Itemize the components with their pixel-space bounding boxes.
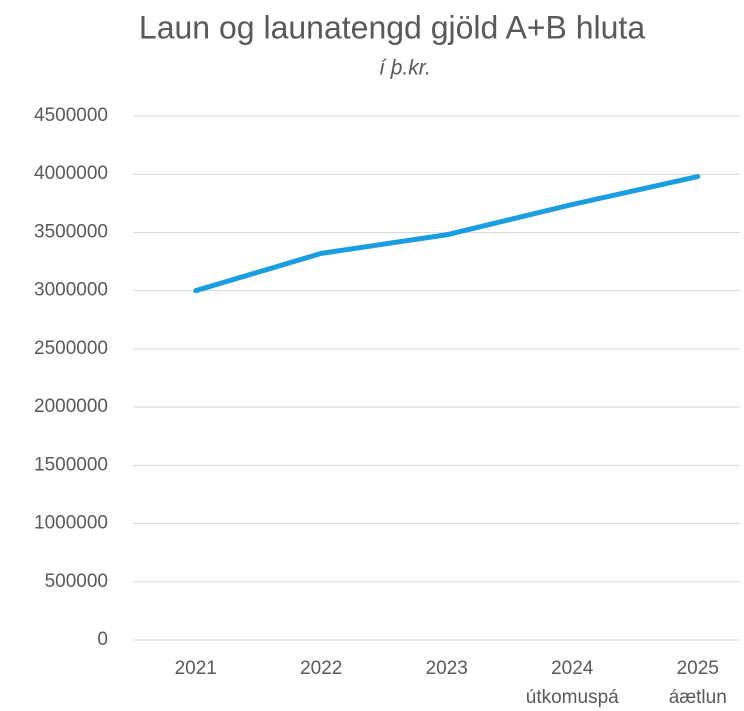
chart-title: Laun og launatengd gjöld A+B hluta [139,9,645,45]
chart-subtitle: í þ.kr. [379,57,431,80]
x-tick-sublabel: útkomuspá [526,687,619,708]
x-tick-label: 2024 [551,658,594,679]
line-series [193,174,701,294]
y-tick-label: 0 [97,629,108,650]
x-tick-sublabel: áætlun [669,687,727,708]
y-tick-label: 2500000 [34,338,108,359]
y-tick-label: 3000000 [34,280,108,301]
y-tick-label: 4000000 [34,163,108,184]
y-tick-label: 1000000 [34,513,108,534]
x-tick-label: 2022 [300,658,342,679]
y-tick-label: 4500000 [34,105,108,126]
x-tick-label: 2023 [426,658,468,679]
y-tick-label: 500000 [45,571,108,592]
y-tick-label: 3500000 [34,221,108,242]
y-tick-label: 2000000 [34,396,108,417]
x-tick-label: 2021 [175,658,217,679]
x-tick-label: 2025 [677,658,719,679]
y-tick-label: 1500000 [34,454,108,475]
